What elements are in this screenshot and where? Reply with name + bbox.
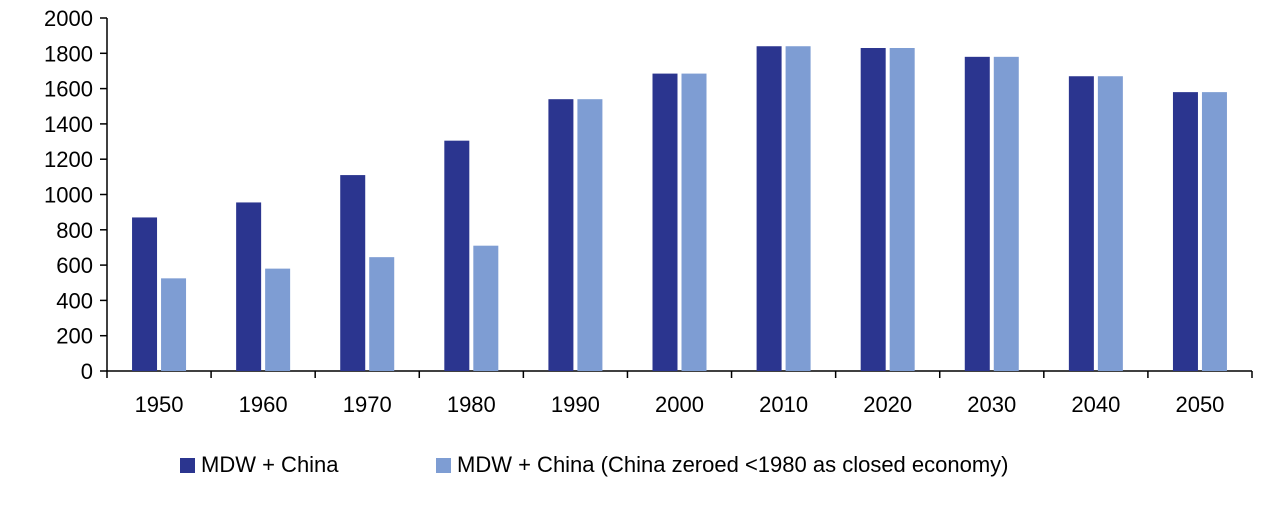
x-tick-label: 1950 <box>135 392 184 417</box>
x-axis: 1950 1960 1970 1980 1990 2000 2010 2020 2030 2040… <box>106 370 1253 417</box>
bar-chart: 0 200 400 600 800 1000 1200 1400 1600 1800 2000 19… <box>44 6 1253 417</box>
bar-series-1-2050 <box>1172 92 1198 371</box>
x-tick-label: 2050 <box>1175 392 1224 417</box>
bar-series-1-1990 <box>548 99 574 371</box>
bar-series-2-2040 <box>1097 76 1123 372</box>
bar-series-1-2040 <box>1068 76 1094 372</box>
bar-series-1-1960 <box>236 202 262 371</box>
bars <box>132 46 1227 372</box>
y-axis: 0 200 400 600 800 1000 1200 1400 1600 1800 2000 <box>44 6 108 384</box>
x-tick-label: 2020 <box>863 392 912 417</box>
y-tick-label: 1800 <box>44 41 93 66</box>
bar-series-2-1990 <box>577 99 603 371</box>
y-tick-label: 800 <box>56 218 93 243</box>
legend-label-series-1: MDW + China <box>201 452 339 477</box>
legend: MDW + China MDW + China (China zeroed <1… <box>0 445 1280 485</box>
x-tick-label: 2030 <box>967 392 1016 417</box>
y-tick-label: 1400 <box>44 112 93 137</box>
bar-series-2-2020 <box>889 48 915 371</box>
legend-item-series-1: MDW + China <box>180 445 339 485</box>
bar-series-1-1970 <box>340 175 366 371</box>
x-tick-label: 1970 <box>343 392 392 417</box>
x-tick-label: 2010 <box>759 392 808 417</box>
bar-series-1-1950 <box>132 217 158 371</box>
legend-swatch-series-1 <box>180 457 195 473</box>
bar-series-1-1980 <box>444 140 470 371</box>
x-tick-label: 1960 <box>239 392 288 417</box>
bar-series-1-2010 <box>756 46 782 372</box>
bar-series-2-1950 <box>161 278 187 371</box>
bar-series-2-1960 <box>265 268 291 371</box>
x-tick-label: 1990 <box>551 392 600 417</box>
y-tick-label: 1200 <box>44 147 93 172</box>
bar-series-1-2030 <box>964 56 990 372</box>
y-tick-label: 2000 <box>44 6 93 31</box>
x-tick-label: 2000 <box>655 392 704 417</box>
y-tick-label: 1000 <box>44 183 93 208</box>
legend-item-series-2: MDW + China (China zeroed <1980 as close… <box>436 445 1009 485</box>
bar-series-2-1980 <box>473 245 499 371</box>
y-tick-label: 400 <box>56 288 93 313</box>
bar-series-1-2020 <box>860 48 886 371</box>
y-tick-label: 600 <box>56 253 93 278</box>
bar-series-2-2010 <box>785 46 811 372</box>
legend-swatch-series-2 <box>436 457 451 473</box>
legend-label-series-2: MDW + China (China zeroed <1980 as close… <box>457 452 1009 477</box>
bar-series-2-2030 <box>993 56 1019 372</box>
bar-series-2-2050 <box>1201 92 1227 371</box>
y-tick-label: 0 <box>81 359 93 384</box>
x-tick-label: 2040 <box>1071 392 1120 417</box>
y-tick-label: 1600 <box>44 77 93 102</box>
bar-series-1-2000 <box>652 73 678 371</box>
bar-series-2-2000 <box>681 73 707 371</box>
x-tick-label: 1980 <box>447 392 496 417</box>
y-tick-label: 200 <box>56 324 93 349</box>
bar-series-2-1970 <box>369 257 395 371</box>
